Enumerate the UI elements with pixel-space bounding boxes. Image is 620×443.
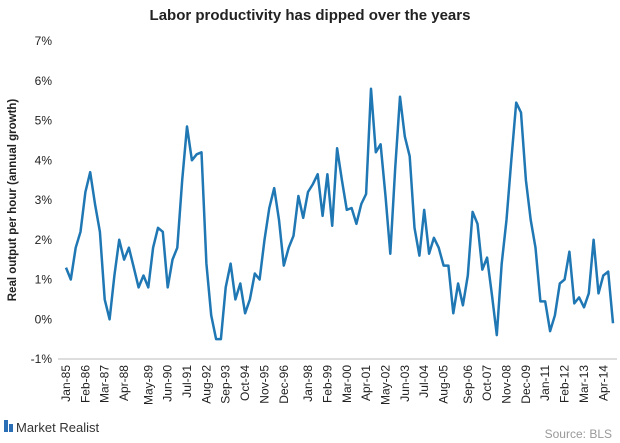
y-tick-label: 1% — [35, 273, 53, 287]
x-tick-label: Feb-99 — [320, 365, 334, 403]
x-tick-label: Dec-96 — [277, 365, 291, 404]
y-tick-label: 4% — [35, 153, 53, 167]
data-line — [64, 87, 615, 341]
y-axis-label: Real output per hour (annual growth) — [7, 99, 19, 302]
x-tick-label: Feb-86 — [78, 365, 92, 403]
source-note: Source: BLS — [545, 427, 612, 441]
brand-logo: Market Realist — [4, 420, 99, 435]
x-tick-label: May-89 — [141, 365, 155, 405]
x-tick-label: Apr-14 — [596, 365, 610, 401]
x-tick-label: Jan-85 — [59, 365, 73, 402]
brand-name: Market Realist — [16, 420, 99, 435]
y-tick-label: 6% — [35, 74, 53, 88]
y-tick-label: 2% — [35, 233, 53, 247]
x-tick-label: May-02 — [378, 365, 392, 405]
x-tick-label: Nov-95 — [257, 365, 271, 404]
x-tick-label: Apr-88 — [117, 365, 131, 401]
logo-bar — [9, 424, 13, 432]
x-tick-label: Mar-13 — [577, 365, 591, 403]
x-tick-label: Oct-07 — [480, 365, 494, 401]
logo-bar — [4, 420, 8, 432]
chart-title: Labor productivity has dipped over the y… — [150, 7, 471, 24]
y-tick-label: -1% — [31, 352, 53, 366]
x-tick-label: Feb-12 — [558, 365, 572, 403]
x-tick-label: Aug-92 — [199, 365, 213, 404]
x-tick-label: Nov-08 — [500, 365, 514, 404]
x-tick-label: Jan-11 — [538, 365, 552, 401]
x-tick-label: Jun-03 — [398, 365, 412, 402]
x-tick-label: Sep-93 — [219, 365, 233, 404]
x-tick-label: Jul-04 — [417, 365, 431, 398]
x-tick-label: Apr-01 — [359, 365, 373, 401]
x-tick-label: Jun-90 — [161, 365, 175, 402]
x-tick-label: Jul-91 — [180, 365, 194, 398]
y-tick-label: 5% — [35, 114, 53, 128]
y-tick-label: 7% — [35, 34, 53, 48]
x-tick-label: Dec-09 — [519, 365, 533, 404]
x-tick-label: Sep-06 — [461, 365, 475, 404]
x-tick-label: Jan-98 — [301, 365, 315, 402]
y-tick-label: 3% — [35, 193, 53, 207]
x-tick-label: Mar-00 — [340, 365, 354, 403]
y-tick-label: 0% — [35, 312, 53, 326]
x-tick-label: Aug-05 — [437, 365, 451, 404]
x-tick-label: Oct-94 — [238, 365, 252, 401]
x-tick-label: Mar-87 — [98, 365, 112, 403]
